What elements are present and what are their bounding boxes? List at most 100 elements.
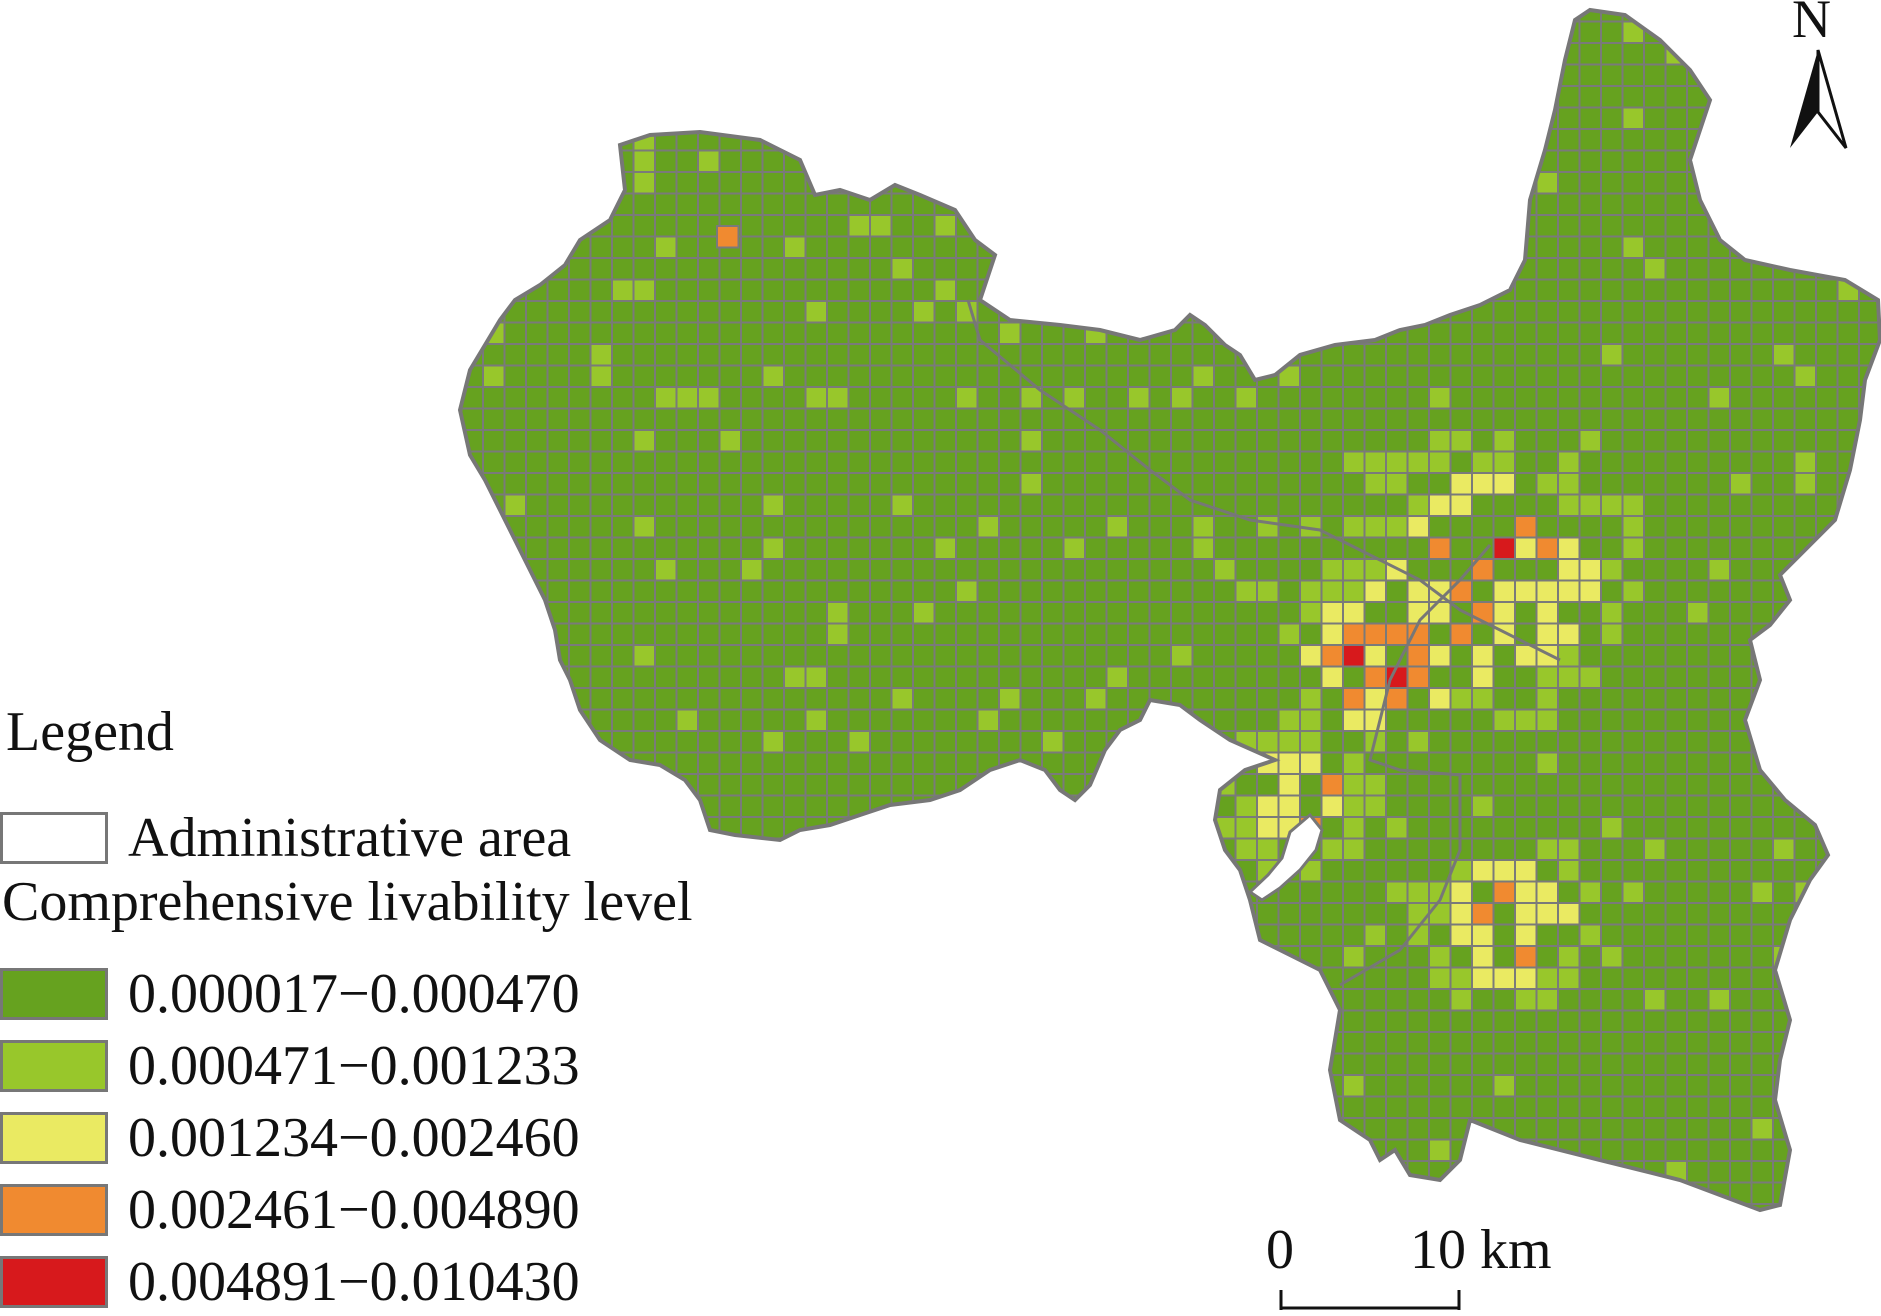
grid-cell [568, 257, 592, 281]
grid-cell [1557, 1160, 1581, 1184]
grid-cell [890, 343, 914, 367]
grid-cell [1191, 106, 1215, 130]
grid-cell [933, 558, 957, 582]
grid-cell [525, 106, 549, 130]
grid-cell [568, 493, 592, 517]
grid-cell [632, 214, 656, 238]
grid-cell [955, 63, 979, 87]
grid-cell [1213, 1160, 1237, 1184]
grid-cell [1471, 687, 1495, 711]
grid-cell [1342, 837, 1366, 861]
grid-cell [654, 687, 678, 711]
grid-cell [460, 687, 463, 711]
grid-cell [1492, 407, 1516, 431]
grid-cell [869, 1160, 893, 1184]
grid-cell [1578, 945, 1602, 969]
grid-cell [718, 257, 742, 281]
grid-cell [1836, 407, 1860, 431]
grid-cell [1363, 429, 1387, 453]
grid-cell [503, 192, 527, 216]
grid-cell [1170, 773, 1194, 797]
grid-cell [826, 988, 850, 1012]
grid-cell [654, 1181, 678, 1205]
grid-cell [933, 1138, 957, 1162]
grid-cell [1105, 536, 1129, 560]
grid-cell [1084, 966, 1108, 990]
grid-cell [675, 1117, 699, 1141]
grid-cell [826, 579, 850, 603]
grid-cell [1062, 837, 1086, 861]
grid-cell [1277, 579, 1301, 603]
grid-cell [1793, 730, 1817, 754]
grid-cell [1836, 10, 1860, 23]
grid-cell [675, 988, 699, 1012]
grid-cell [1729, 1009, 1753, 1033]
grid-cell [1729, 343, 1753, 367]
grid-cell [998, 214, 1022, 238]
grid-cell [1041, 10, 1065, 23]
grid-cell [869, 1009, 893, 1033]
grid-cell [1084, 171, 1108, 195]
grid-cell [589, 773, 613, 797]
grid-cell [1793, 257, 1817, 281]
grid-cell [568, 515, 592, 539]
grid-cell [827, 1226, 849, 1248]
grid-cell [460, 235, 463, 259]
grid-cell [1299, 730, 1323, 754]
grid-cell [1041, 450, 1065, 474]
grid-cell [761, 794, 785, 818]
grid-cell [1578, 988, 1602, 1012]
grid-cell [740, 515, 764, 539]
grid-cell [1643, 773, 1667, 797]
grid-cell [740, 794, 764, 818]
grid-cell [1148, 1074, 1172, 1098]
grid-cell [654, 472, 678, 496]
grid-cell [1729, 601, 1753, 625]
grid-cell [1621, 85, 1645, 109]
grid-cell [1664, 730, 1688, 754]
grid-cell [525, 536, 549, 560]
grid-cell [677, 1226, 699, 1248]
grid-cell [1191, 364, 1215, 388]
grid-cell [1256, 278, 1280, 302]
grid-cell [1320, 407, 1344, 431]
grid-cell [955, 966, 979, 990]
grid-cell [460, 708, 463, 732]
grid-cell [1127, 966, 1151, 990]
grid-cell [654, 1117, 678, 1141]
grid-cell [847, 988, 871, 1012]
grid-cell [869, 20, 893, 44]
grid-cell [654, 988, 678, 1012]
grid-cell [1815, 429, 1839, 453]
grid-cell [1277, 1074, 1301, 1098]
grid-cell [1148, 1160, 1172, 1184]
grid-cell [1514, 730, 1538, 754]
grid-cell [1385, 472, 1409, 496]
grid-cell [1449, 687, 1473, 711]
grid-cell [998, 515, 1022, 539]
grid-cell [1836, 149, 1860, 173]
grid-cell [1234, 85, 1258, 109]
grid-cell [1363, 902, 1387, 926]
grid-cell [546, 730, 570, 754]
grid-cell [1535, 63, 1559, 87]
grid-cell [912, 966, 936, 990]
grid-cell [1127, 558, 1151, 582]
grid-cell [1019, 85, 1043, 109]
grid-cell [1342, 945, 1366, 969]
grid-cell [1342, 106, 1366, 130]
grid-cell [783, 300, 807, 324]
grid-cell [1127, 837, 1151, 861]
grid-cell [632, 515, 656, 539]
grid-cell [1105, 343, 1129, 367]
grid-cell [761, 622, 785, 646]
grid-cell [546, 386, 570, 410]
legend-label-class-3: 0.001234−0.002460 [128, 1107, 580, 1169]
grid-cell [1664, 644, 1688, 668]
grid-cell [847, 321, 871, 345]
grid-cell [589, 558, 613, 582]
grid-cell [1363, 472, 1387, 496]
grid-cell [1428, 386, 1452, 410]
grid-cell [1062, 214, 1086, 238]
grid-cell [1621, 687, 1645, 711]
